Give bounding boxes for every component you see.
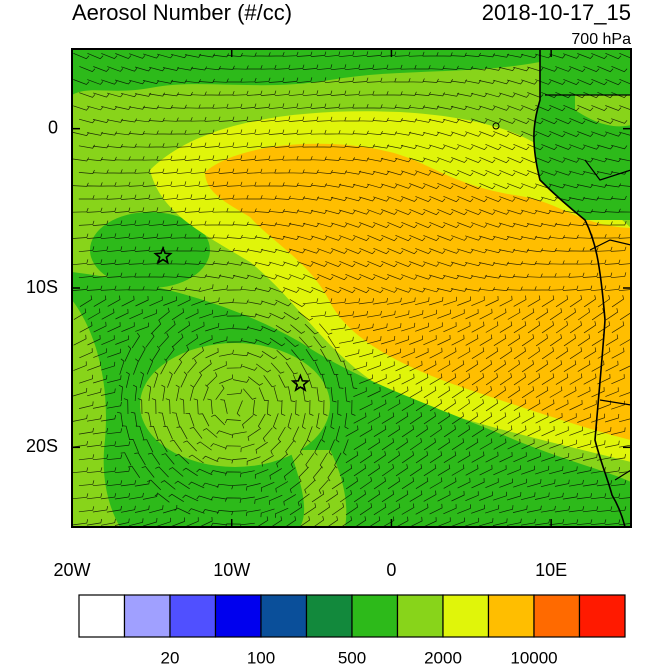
level: 700 hPa (571, 31, 631, 48)
x-tick-label: 10W (213, 560, 250, 580)
coastline (533, 49, 626, 527)
field-light (72, 300, 120, 527)
x-tick-label: 10E (535, 560, 567, 580)
y-tick-label: 20S (26, 436, 58, 456)
colorbar-box (169, 594, 217, 638)
colorbar-box (487, 594, 535, 638)
field-green (90, 212, 210, 288)
field-orange (205, 143, 631, 440)
wind-barbs (72, 51, 631, 527)
y-tick-label: 0 (48, 117, 58, 137)
field-green (72, 49, 540, 95)
field-light (290, 450, 347, 527)
map-field (72, 49, 631, 527)
date: 2018-10-17_15 (482, 0, 631, 25)
colorbar-label: 500 (338, 648, 366, 667)
site-marker (153, 245, 173, 265)
colorbar-box (260, 594, 308, 638)
borders (545, 94, 631, 481)
y-tick-label: 10S (26, 277, 58, 297)
colorbar-box (78, 594, 126, 638)
field-light (140, 343, 330, 467)
colorbar-box (305, 594, 353, 638)
barb (72, 51, 631, 527)
colorbar-label: 10000 (510, 648, 557, 667)
land-light (575, 95, 631, 127)
title: Aerosol Number (#/cc) (72, 0, 292, 25)
site-marker (290, 373, 311, 392)
colorbar-box (351, 594, 399, 638)
colorbar-box (442, 594, 490, 638)
colorbar-box (396, 594, 444, 638)
colorbar: 20 100 500 2000 10000 (78, 594, 626, 667)
x-tick-label: 0 (386, 560, 396, 580)
colorbar-label: 20 (161, 648, 180, 667)
colorbar-box (578, 594, 626, 638)
colorbar-box (533, 594, 581, 638)
x-tick-label: 20W (53, 560, 90, 580)
island (492, 122, 500, 130)
colorbar-box (214, 594, 262, 638)
colorbar-label: 100 (247, 648, 275, 667)
colorbar-label: 2000 (424, 648, 462, 667)
colorbar-box (123, 594, 171, 638)
